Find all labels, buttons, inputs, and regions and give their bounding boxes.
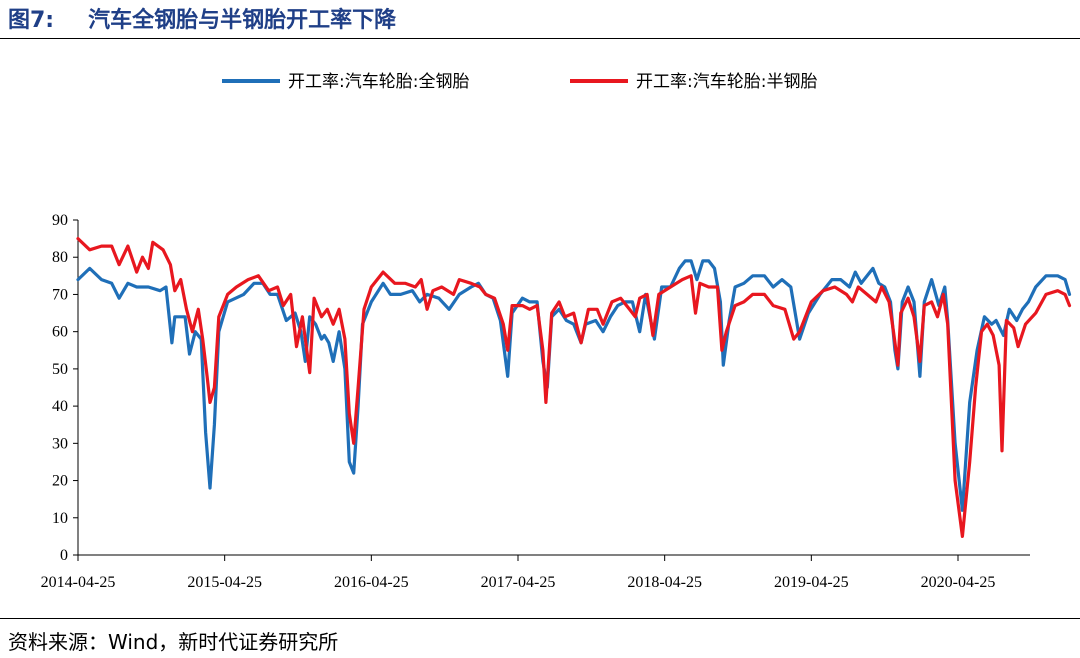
series-line-2	[76, 237, 1072, 538]
chart-series	[76, 237, 1072, 538]
y-tick-label: 80	[52, 249, 68, 266]
bottom-rule	[0, 618, 1080, 619]
x-tick-label: 2015-04-25	[187, 574, 262, 591]
y-tick-label: 50	[52, 361, 68, 378]
x-tick-label: 2016-04-25	[334, 574, 409, 591]
y-tick-label: 40	[52, 398, 68, 415]
y-tick-label: 30	[52, 435, 68, 452]
figure-title-text: 汽车全钢胎与半钢胎开工率下降	[88, 8, 397, 33]
chart-axes: 0 10 20 30 40 50 60 70 80 90 2014-04-25 2015-04-25 2…	[41, 212, 1030, 591]
figure-number: 图7:	[8, 8, 55, 33]
line-chart: 开工率:汽车轮胎:全钢胎 开工率:汽车轮胎:半钢胎 0 10 20 30 40 50 60 70…	[41, 72, 1072, 591]
y-tick-label: 10	[52, 510, 68, 527]
x-tick-label: 2018-04-25	[627, 574, 702, 591]
x-tick-label: 2017-04-25	[481, 574, 556, 591]
chart-legend: 开工率:汽车轮胎:全钢胎 开工率:汽车轮胎:半钢胎	[222, 72, 817, 92]
x-tick-label: 2014-04-25	[41, 574, 116, 591]
x-tick-label: 2019-04-25	[774, 574, 849, 591]
y-tick-label: 70	[52, 286, 68, 303]
x-tick-label: 2020-04-25	[921, 574, 996, 591]
source-note: 资料来源：Wind，新时代证券研究所	[8, 630, 339, 654]
figure-title: 图7: 汽车全钢胎与半钢胎开工率下降	[8, 2, 396, 34]
legend-label-1: 开工率:汽车轮胎:全钢胎	[288, 72, 469, 92]
y-tick-label: 90	[52, 212, 68, 229]
y-tick-label: 0	[60, 547, 68, 564]
top-rule	[0, 38, 1080, 39]
legend-label-2: 开工率:汽车轮胎:半钢胎	[636, 72, 817, 92]
y-tick-label: 60	[52, 324, 68, 341]
y-tick-label: 20	[52, 473, 68, 490]
